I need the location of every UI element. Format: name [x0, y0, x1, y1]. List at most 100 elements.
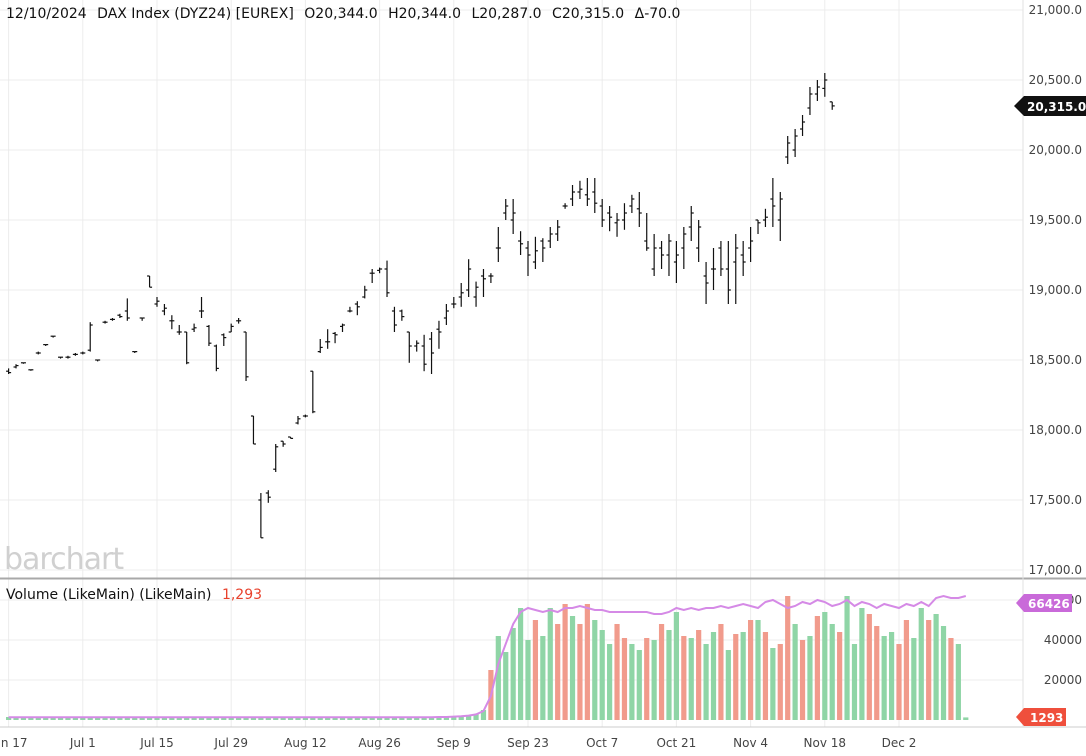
- volume-value-tag-bg: [1016, 708, 1066, 726]
- volume-bar: [644, 638, 650, 720]
- ohlc-bar: [414, 340, 420, 352]
- ohlc-bar: [391, 306, 397, 332]
- ohlc-bar: [473, 281, 479, 307]
- ohlc-bar: [733, 234, 739, 304]
- volume-bars: [6, 596, 969, 720]
- ohlc-bar: [221, 333, 227, 346]
- ohlc-bar: [525, 241, 531, 276]
- ohlc-bar: [332, 332, 338, 344]
- date-tick-label: Nov 18: [804, 736, 847, 750]
- volume-bar: [740, 632, 746, 720]
- price-tick-label: 21,000.0: [1029, 3, 1082, 17]
- ma-value-tag-bg: [1016, 594, 1072, 612]
- volume-bar: [198, 717, 205, 720]
- ohlc-bar: [718, 241, 724, 276]
- last-price-tag: 20,315.0: [1014, 96, 1086, 116]
- ohlc-bar: [629, 194, 635, 213]
- volume-bar: [317, 717, 323, 720]
- ohlc-bar: [273, 444, 279, 472]
- ohlc-bar: [777, 192, 783, 241]
- volume-bar: [391, 717, 398, 720]
- volume-bar: [799, 640, 806, 720]
- volume-bar: [236, 717, 242, 720]
- ohlc-bar: [6, 368, 12, 374]
- volume-bar: [339, 717, 346, 720]
- volume-value-tag-text: 1293: [1030, 711, 1063, 725]
- ohlc-bar: [13, 364, 19, 369]
- volume-bar: [555, 624, 561, 720]
- ohlc-bar: [458, 283, 464, 307]
- volume-bar: [569, 616, 576, 720]
- volume-bar: [666, 630, 672, 720]
- ohlc-bar: [102, 320, 108, 324]
- volume-title: Volume (LikeMain) (LikeMain): [6, 587, 211, 603]
- ohlc-bar: [80, 351, 86, 355]
- ohlc-bar: [555, 220, 561, 241]
- ohlc-bar: [651, 234, 657, 276]
- volume-bar: [436, 717, 442, 720]
- ohlc-bar: [169, 315, 175, 330]
- volume-bar: [6, 717, 12, 720]
- volume-bar: [510, 628, 516, 720]
- volume-bar: [955, 644, 961, 720]
- last-price-tag-bg: [1014, 96, 1086, 116]
- volume-bar: [161, 717, 168, 720]
- date-tick-label: Sep 23: [507, 736, 549, 750]
- volume-bar: [918, 608, 924, 720]
- ohlc-bar: [161, 304, 167, 316]
- volume-bar: [681, 636, 687, 720]
- volume-bar: [87, 717, 93, 720]
- volume-bar: [673, 612, 679, 720]
- ohlc-bar: [688, 206, 694, 241]
- date-tick-label: Jul 1: [69, 736, 96, 750]
- ohlc-bar: [547, 227, 553, 248]
- volume-bar: [777, 644, 783, 720]
- volume-bar: [703, 644, 709, 720]
- ohlc-bar: [829, 101, 835, 110]
- date-tick-label: Jun 17: [0, 736, 28, 750]
- volume-bar: [280, 717, 286, 720]
- volume-bar: [139, 717, 145, 720]
- volume-bar: [132, 717, 138, 720]
- volume-bar: [191, 717, 197, 720]
- ohlc-bar: [621, 203, 627, 230]
- header-change: Δ-70.0: [635, 6, 681, 22]
- volume-bar: [95, 717, 101, 720]
- volume-bar: [822, 612, 828, 720]
- volume-bar: [250, 717, 257, 720]
- volume-bar: [963, 717, 969, 720]
- ohlc-bar: [317, 339, 323, 353]
- volume-bar: [124, 717, 130, 720]
- ohlc-bar: [755, 219, 761, 234]
- volume-bar: [206, 717, 212, 720]
- volume-bar: [629, 644, 635, 720]
- ohlc-bar: [288, 436, 294, 439]
- ohlc-bar: [466, 259, 472, 297]
- ohlc-bar: [72, 353, 78, 356]
- header-instrument: DAX Index (DYZ24) [EUREX]: [97, 6, 294, 22]
- volume-bar: [495, 636, 501, 720]
- volume-bar: [710, 632, 717, 720]
- ohlc-bar: [347, 306, 353, 313]
- volume-bar: [577, 624, 583, 720]
- ohlc-bars: [6, 73, 835, 539]
- volume-bar: [20, 717, 27, 720]
- ohlc-bar: [384, 260, 390, 297]
- volume-bar: [458, 716, 464, 720]
- ohlc-bar: [770, 178, 776, 227]
- volume-bar: [636, 650, 642, 720]
- volume-bar: [770, 648, 776, 720]
- volume-bar: [948, 638, 954, 720]
- ohlc-bar: [443, 304, 449, 325]
- ohlc-bar: [814, 80, 820, 101]
- volume-tick-label: 40000: [1044, 633, 1082, 647]
- date-tick-label: Jul 15: [139, 736, 174, 750]
- ohlc-bar: [636, 192, 642, 227]
- volume-bar: [473, 714, 479, 720]
- volume-tick-label: 20000: [1044, 673, 1082, 687]
- ma-value-tag-text: 66426: [1028, 597, 1070, 611]
- volume-bar: [517, 608, 524, 720]
- ohlc-bar: [206, 325, 212, 346]
- volume-bar: [35, 717, 41, 720]
- volume-bar: [28, 717, 34, 720]
